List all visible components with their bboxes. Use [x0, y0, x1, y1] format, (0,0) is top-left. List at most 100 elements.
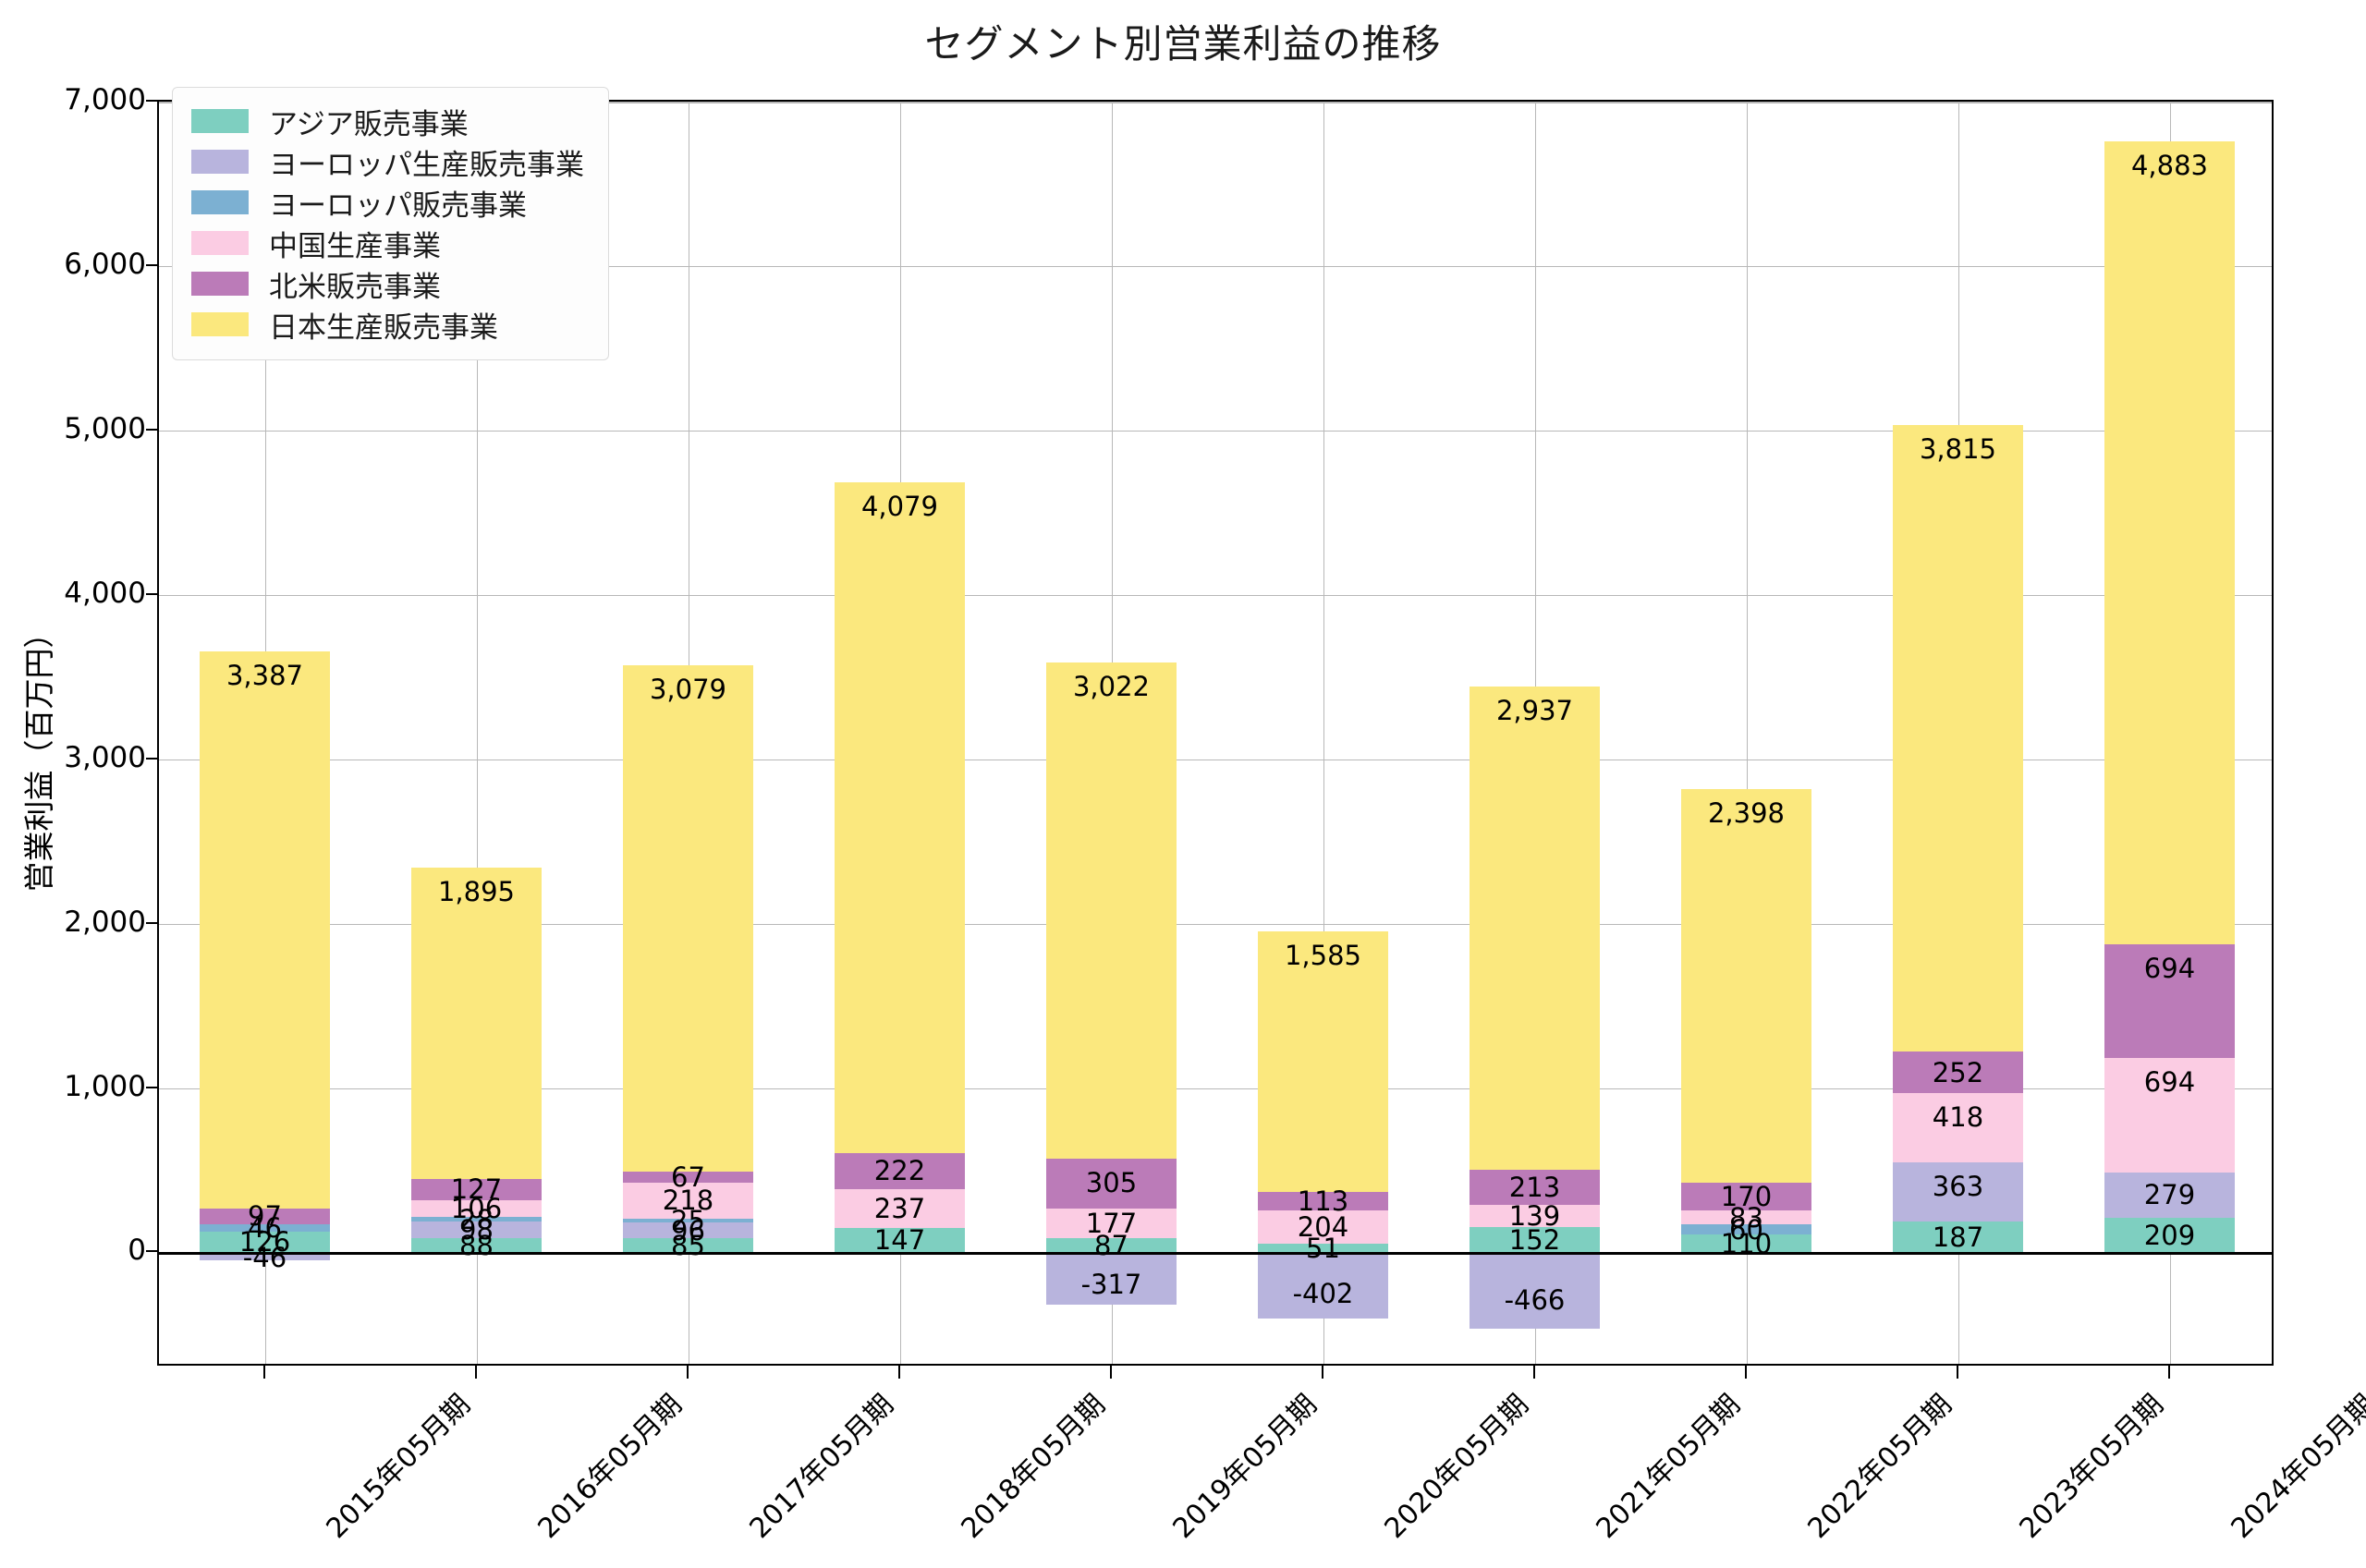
bar-group[interactable]: 85 96 25 218 67 3,079 — [622, 102, 754, 1367]
legend-item[interactable]: ヨーロッパ販売事業 — [191, 182, 584, 223]
bar-value-label: 2,937 — [1495, 695, 1573, 727]
legend-label: ヨーロッパ販売事業 — [269, 188, 527, 223]
bar-segment[interactable] — [1680, 788, 1812, 1184]
legend-label: 中国生産事業 — [269, 229, 441, 263]
zero-baseline — [159, 1252, 2272, 1255]
y-tick-label: 3,000 — [64, 740, 146, 774]
bar-group[interactable]: 88 98 28 106 127 1,895 — [410, 102, 543, 1367]
bar-group[interactable]: 187 363 418 252 3,815 — [1892, 102, 2024, 1367]
bar-segment[interactable] — [410, 1217, 543, 1222]
bar-segment[interactable] — [622, 1218, 754, 1223]
bar-value-label: 3,815 — [1919, 432, 1996, 465]
bar-value-label: 98 — [459, 1214, 494, 1246]
y-tick-label: 7,000 — [64, 83, 146, 116]
bar-segment[interactable] — [1257, 1210, 1389, 1245]
bar-segment[interactable] — [622, 1238, 754, 1253]
y-tick-label: 5,000 — [64, 411, 146, 445]
bar-segment[interactable] — [410, 867, 543, 1179]
bar-segment[interactable] — [1469, 1252, 1601, 1330]
bar-segment[interactable] — [1045, 1159, 1177, 1209]
bar-segment[interactable] — [1257, 1191, 1389, 1211]
bar-segment[interactable] — [2104, 943, 2236, 1059]
bar-segment[interactable] — [199, 1208, 331, 1224]
bar-segment[interactable] — [1680, 1210, 1812, 1225]
bar-segment[interactable] — [1045, 662, 1177, 1160]
bar-segment[interactable] — [410, 1178, 543, 1200]
bar-segment[interactable] — [199, 1232, 331, 1253]
bar-segment[interactable] — [622, 1172, 754, 1183]
bar-segment[interactable] — [199, 1252, 331, 1260]
gridline-vertical — [1746, 102, 1748, 1364]
legend-swatch — [191, 150, 249, 174]
bar-segment[interactable] — [2104, 1172, 2236, 1219]
bar-segment[interactable] — [2104, 1058, 2236, 1173]
bar-segment[interactable] — [1680, 1234, 1812, 1253]
bar-segment[interactable] — [1892, 1161, 2024, 1222]
bar-group[interactable]: 51 -402 204 113 1,585 — [1257, 102, 1389, 1367]
bar-segment[interactable] — [1680, 1224, 1812, 1234]
bar-segment[interactable] — [622, 1183, 754, 1219]
bar-value-label: -317 — [1080, 1269, 1142, 1301]
legend-item[interactable]: 北米販売事業 — [191, 263, 584, 304]
bar-segment[interactable] — [199, 1223, 331, 1233]
bar-value-label: -46 — [242, 1241, 287, 1273]
y-tick-label: 2,000 — [64, 905, 146, 939]
bar-segment[interactable] — [199, 650, 331, 1209]
y-tick-label: 6,000 — [64, 247, 146, 281]
bar-group[interactable]: 152 -466 139 213 2,937 — [1469, 102, 1601, 1367]
bar-segment[interactable] — [1892, 1051, 2024, 1094]
bar-segment[interactable] — [1680, 1183, 1812, 1211]
y-tick-mark — [146, 1250, 157, 1253]
legend-item[interactable]: 中国生産事業 — [191, 223, 584, 263]
bar-segment[interactable] — [1469, 1169, 1601, 1205]
bar-segment[interactable] — [834, 1189, 966, 1229]
bar-value-label: 46 — [248, 1211, 282, 1244]
bar-segment[interactable] — [2104, 1218, 2236, 1253]
bar-value-label: 110 — [1720, 1227, 1773, 1259]
legend-label: 日本生産販売事業 — [269, 310, 498, 345]
bar-segment[interactable] — [1892, 1093, 2024, 1162]
bar-value-label: 418 — [1932, 1101, 1984, 1134]
bar-group[interactable]: 87 -317 177 305 3,022 — [1045, 102, 1177, 1367]
bar-group[interactable]: 110 60 83 170 2,398 — [1680, 102, 1812, 1367]
bar-value-label: 2,398 — [1707, 796, 1785, 829]
bar-value-label: 1,895 — [437, 875, 515, 907]
chart-title: セグメント別営業利益の推移 — [924, 21, 1442, 67]
bar-segment[interactable] — [410, 1222, 543, 1238]
bar-value-label: 85 — [671, 1229, 705, 1261]
y-tick-mark — [146, 263, 157, 266]
x-tick-label: 2016年05月期 — [531, 1388, 689, 1546]
bar-segment[interactable] — [1892, 1222, 2024, 1253]
x-tick-label: 2018年05月期 — [955, 1388, 1112, 1546]
bar-segment[interactable] — [1892, 424, 2024, 1052]
bar-group[interactable]: 209 279 694 694 4,883 — [2104, 102, 2236, 1367]
bar-segment[interactable] — [1045, 1209, 1177, 1238]
bar-segment[interactable] — [622, 665, 754, 1173]
bar-segment[interactable] — [834, 481, 966, 1153]
bar-segment[interactable] — [622, 1222, 754, 1239]
bar-segment[interactable] — [1469, 1227, 1601, 1253]
bar-segment[interactable] — [2104, 140, 2236, 944]
bar-segment[interactable] — [1257, 1244, 1389, 1253]
bar-segment[interactable] — [410, 1237, 543, 1253]
bar-group[interactable]: 126 -46 46 97 3,387 — [199, 102, 331, 1367]
gridline-horizontal — [159, 430, 2272, 432]
bar-segment[interactable] — [1469, 1204, 1601, 1228]
legend-item[interactable]: ヨーロッパ生産販売事業 — [191, 141, 584, 182]
bar-segment[interactable] — [1045, 1237, 1177, 1253]
bar-segment[interactable] — [1045, 1252, 1177, 1305]
y-tick-label: 4,000 — [64, 576, 146, 610]
bar-value-label: 252 — [1932, 1056, 1984, 1088]
bar-segment[interactable] — [834, 1152, 966, 1190]
bar-value-label: 694 — [2143, 952, 2196, 984]
bar-value-label: 170 — [1720, 1181, 1773, 1213]
legend-item[interactable]: アジア販売事業 — [191, 101, 584, 141]
bar-segment[interactable] — [1469, 687, 1601, 1170]
bar-segment[interactable] — [1257, 1252, 1389, 1319]
x-tick-mark — [897, 1366, 900, 1379]
legend-item[interactable]: 日本生産販売事業 — [191, 304, 584, 345]
bar-segment[interactable] — [834, 1228, 966, 1253]
bar-segment[interactable] — [1257, 930, 1389, 1192]
bar-segment[interactable] — [410, 1199, 543, 1218]
bar-group[interactable]: 147 237 222 4,079 — [834, 102, 966, 1367]
